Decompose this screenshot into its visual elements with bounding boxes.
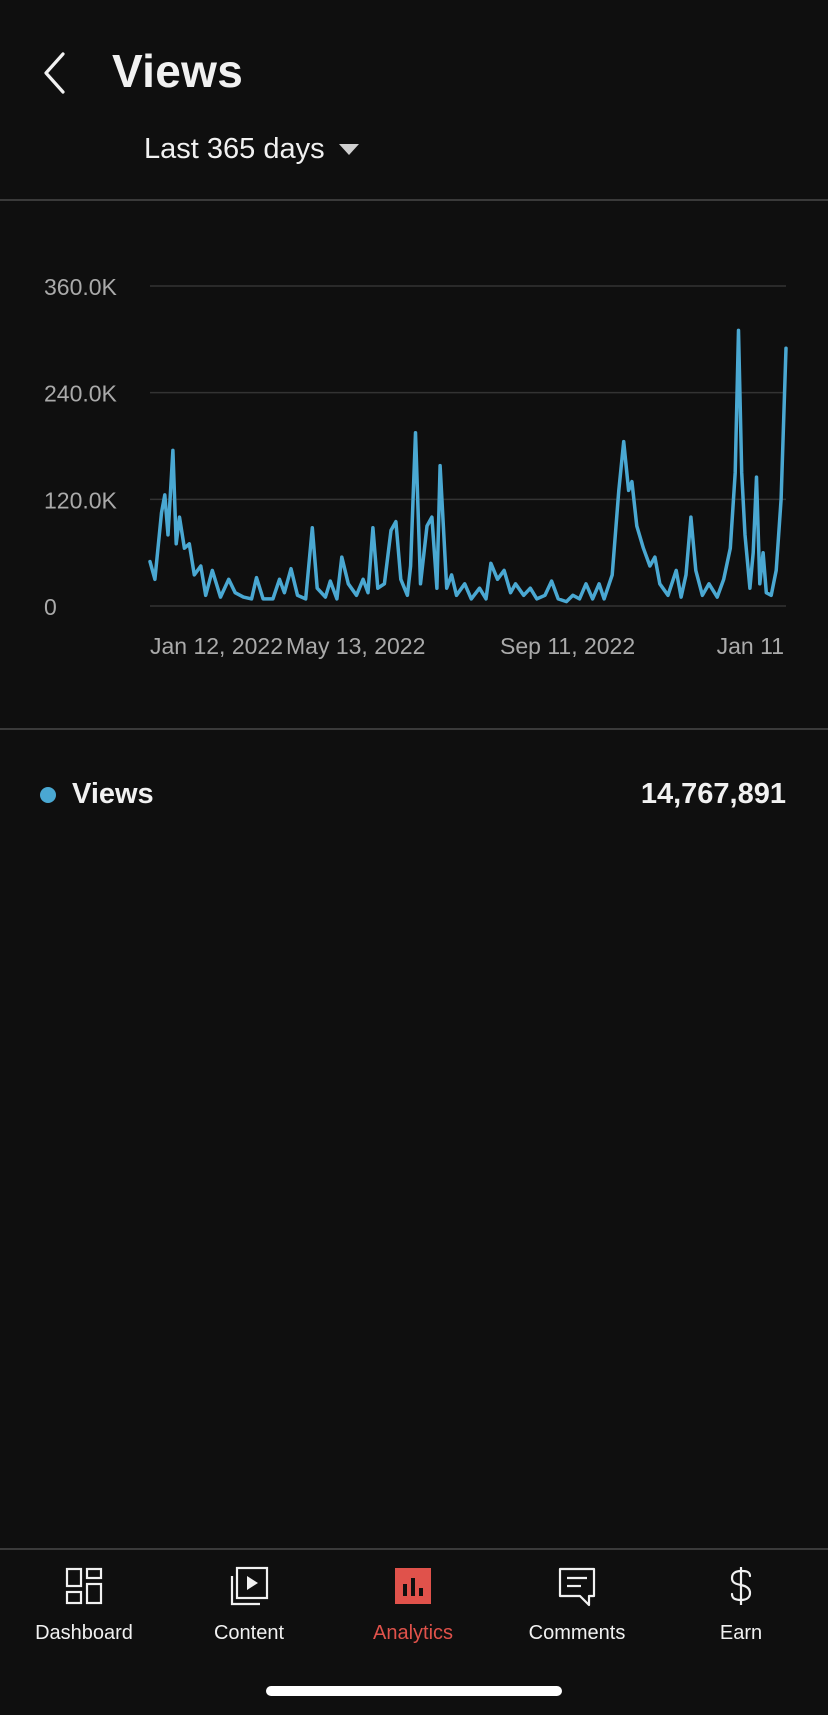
series-color-dot — [40, 787, 56, 803]
nav-analytics-label: Analytics — [372, 1622, 454, 1644]
chart-divider — [0, 728, 828, 730]
dashboard-icon — [65, 1567, 103, 1605]
nav-dashboard[interactable]: Dashboard — [2, 1564, 166, 1664]
x-tick-label: Jan 11 — [717, 633, 784, 659]
date-range-dropdown[interactable]: Last 365 days — [144, 133, 359, 166]
nav-dashboard-label: Dashboard — [35, 1622, 133, 1644]
y-tick-label: 240.0K — [44, 381, 118, 407]
legend-total-value: 14,767,891 — [640, 778, 786, 810]
legend-series-name: Views — [72, 778, 154, 810]
y-tick-label: 0 — [44, 594, 57, 620]
analytics-icon — [395, 1568, 431, 1604]
legend-row: Views 14,767,891 — [0, 760, 828, 830]
content-icon — [230, 1566, 269, 1606]
x-tick-label: Jan 12, 2022 — [150, 633, 283, 659]
page-title: Views — [112, 45, 244, 97]
nav-content-label: Content — [213, 1622, 285, 1644]
nav-analytics[interactable]: Analytics — [331, 1564, 495, 1664]
comments-icon — [558, 1567, 596, 1607]
nav-content[interactable]: Content — [167, 1564, 331, 1664]
nav-earn[interactable]: Earn — [659, 1564, 823, 1664]
y-tick-label: 360.0K — [44, 274, 118, 300]
series-line-views — [148, 328, 788, 604]
nav-comments[interactable]: Comments — [495, 1564, 659, 1664]
chevron-left-icon — [44, 52, 65, 94]
views-chart[interactable]: 360.0K 240.0K 120.0K 0 Jan 12, 2022 May 13, 2… — [0, 202, 828, 728]
back-button[interactable] — [36, 48, 76, 98]
app-header: Views Last 365 days — [0, 0, 828, 200]
dollar-icon — [730, 1567, 752, 1605]
date-range-label: Last 365 days — [144, 133, 325, 165]
nav-comments-label: Comments — [528, 1622, 626, 1644]
header-divider — [0, 199, 828, 201]
nav-earn-label: Earn — [719, 1622, 763, 1644]
x-tick-label: May 13, 2022 — [286, 633, 425, 659]
y-tick-label: 120.0K — [44, 487, 118, 513]
caret-down-icon — [338, 144, 359, 155]
x-tick-label: Sep 11, 2022 — [500, 633, 635, 659]
views-chart-svg: 360.0K 240.0K 120.0K 0 Jan 12, 2022 May 13, 2… — [44, 274, 788, 659]
home-indicator — [266, 1686, 562, 1696]
